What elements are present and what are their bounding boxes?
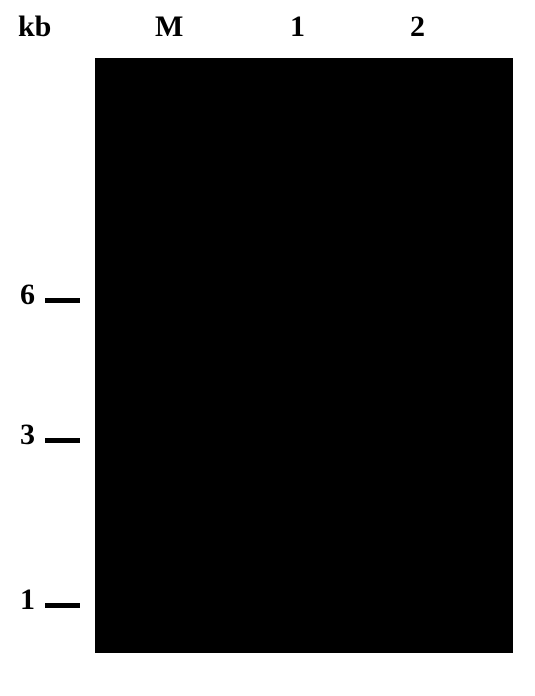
lane-label-2: 2 — [410, 10, 425, 44]
unit-label-kb: kb — [18, 10, 51, 44]
marker-tick-1 — [45, 603, 80, 608]
marker-label-6: 6 — [0, 278, 35, 312]
lane-label-1: 1 — [290, 10, 305, 44]
marker-tick-3 — [45, 438, 80, 443]
gel-image — [95, 58, 513, 653]
marker-tick-6 — [45, 298, 80, 303]
marker-label-1: 1 — [0, 583, 35, 617]
gel-figure: { "figure": { "unit_label": "kb", "lane_… — [0, 0, 535, 696]
lane-label-marker: M — [155, 10, 183, 44]
marker-label-3: 3 — [0, 418, 35, 452]
